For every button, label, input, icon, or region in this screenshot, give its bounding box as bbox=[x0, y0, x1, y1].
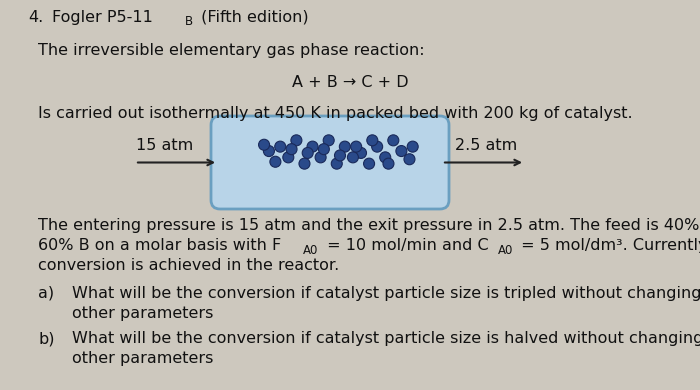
Circle shape bbox=[318, 144, 329, 155]
Circle shape bbox=[315, 152, 326, 163]
Text: 15 atm: 15 atm bbox=[136, 138, 194, 152]
Circle shape bbox=[356, 147, 367, 158]
Circle shape bbox=[383, 158, 394, 169]
Circle shape bbox=[396, 145, 407, 156]
Circle shape bbox=[335, 150, 346, 161]
Text: The irreversible elementary gas phase reaction:: The irreversible elementary gas phase re… bbox=[38, 43, 425, 58]
Circle shape bbox=[363, 158, 374, 169]
Circle shape bbox=[258, 139, 270, 150]
Circle shape bbox=[302, 147, 313, 158]
Circle shape bbox=[299, 158, 310, 169]
Text: = 5 mol/dm³. Currently 87%: = 5 mol/dm³. Currently 87% bbox=[516, 238, 700, 253]
Circle shape bbox=[407, 141, 418, 152]
Text: = 10 mol/min and C: = 10 mol/min and C bbox=[322, 238, 489, 253]
Circle shape bbox=[372, 141, 383, 152]
Text: Is carried out isothermally at 450 K in packed bed with 200 kg of catalyst.: Is carried out isothermally at 450 K in … bbox=[38, 106, 633, 121]
Circle shape bbox=[367, 135, 378, 146]
Text: 60% B on a molar basis with F: 60% B on a molar basis with F bbox=[38, 238, 281, 253]
Text: other parameters: other parameters bbox=[72, 306, 214, 321]
Text: 2.5 atm: 2.5 atm bbox=[455, 138, 517, 152]
Text: What will be the conversion if catalyst particle size is tripled without changin: What will be the conversion if catalyst … bbox=[72, 286, 700, 301]
Circle shape bbox=[347, 152, 358, 163]
Text: A0: A0 bbox=[498, 244, 513, 257]
Circle shape bbox=[351, 141, 362, 152]
Text: a): a) bbox=[38, 286, 54, 301]
Circle shape bbox=[307, 141, 318, 152]
Text: A0: A0 bbox=[303, 244, 319, 257]
Text: (Fifth edition): (Fifth edition) bbox=[196, 10, 309, 25]
FancyBboxPatch shape bbox=[211, 116, 449, 209]
Text: b): b) bbox=[38, 331, 55, 346]
Text: A + B → C + D: A + B → C + D bbox=[292, 75, 408, 90]
Circle shape bbox=[379, 152, 391, 163]
Text: conversion is achieved in the reactor.: conversion is achieved in the reactor. bbox=[38, 258, 340, 273]
Circle shape bbox=[404, 154, 415, 165]
Text: What will be the conversion if catalyst particle size is halved without changing: What will be the conversion if catalyst … bbox=[72, 331, 700, 346]
Text: other parameters: other parameters bbox=[72, 351, 214, 366]
Circle shape bbox=[270, 156, 281, 167]
Circle shape bbox=[286, 144, 297, 155]
Text: B: B bbox=[185, 15, 193, 28]
Circle shape bbox=[340, 141, 350, 152]
Circle shape bbox=[323, 135, 334, 146]
Circle shape bbox=[388, 135, 399, 146]
Text: Fogler P5-11: Fogler P5-11 bbox=[52, 10, 153, 25]
Text: 4.: 4. bbox=[28, 10, 43, 25]
Text: The entering pressure is 15 atm and the exit pressure in 2.5 atm. The feed is 40: The entering pressure is 15 atm and the … bbox=[38, 218, 700, 233]
Circle shape bbox=[291, 135, 302, 146]
Circle shape bbox=[331, 158, 342, 169]
Circle shape bbox=[274, 141, 286, 152]
Circle shape bbox=[263, 145, 274, 156]
Circle shape bbox=[283, 152, 294, 163]
